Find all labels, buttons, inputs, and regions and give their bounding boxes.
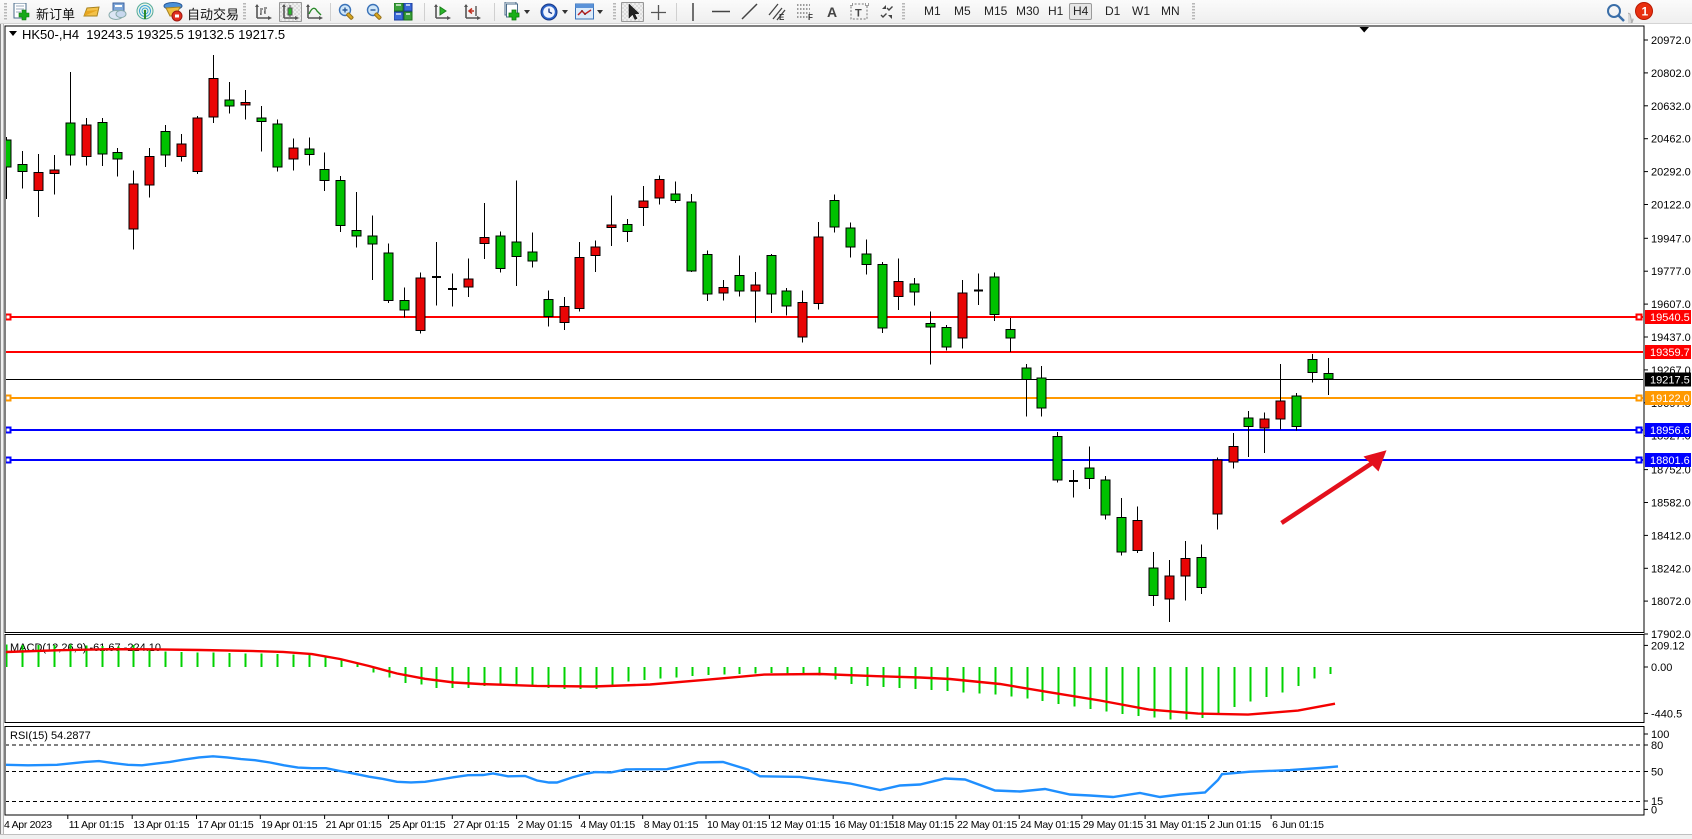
svg-text:11 Apr 01:15: 11 Apr 01:15	[69, 819, 125, 831]
svg-text:2 Jun 01:15: 2 Jun 01:15	[1209, 819, 1261, 831]
svg-text:20462.0: 20462.0	[1651, 134, 1691, 146]
svg-text:E: E	[779, 13, 785, 21]
svg-text:12 May 01:15: 12 May 01:15	[770, 819, 830, 831]
svg-text:18 May 01:15: 18 May 01:15	[894, 819, 954, 831]
svg-text:18752.0: 18752.0	[1651, 465, 1691, 477]
svg-text:19540.5: 19540.5	[1650, 312, 1690, 324]
svg-text:6 Jun 01:15: 6 Jun 01:15	[1272, 819, 1324, 831]
svg-text:21 Apr 01:15: 21 Apr 01:15	[326, 819, 382, 831]
svg-text:22 May 01:15: 22 May 01:15	[957, 819, 1017, 831]
svg-text:19359.7: 19359.7	[1650, 347, 1690, 359]
svg-text:T: T	[855, 8, 862, 20]
svg-text:18412.0: 18412.0	[1651, 530, 1691, 542]
svg-text:27 Apr 01:15: 27 Apr 01:15	[453, 819, 509, 831]
svg-text:19437.0: 19437.0	[1651, 332, 1691, 344]
svg-text:20972.0: 20972.0	[1651, 35, 1691, 47]
svg-text:17 Apr 01:15: 17 Apr 01:15	[198, 819, 254, 831]
svg-text:13 Apr 01:15: 13 Apr 01:15	[133, 819, 189, 831]
svg-text:20122.0: 20122.0	[1651, 200, 1691, 212]
svg-text:19947.0: 19947.0	[1651, 233, 1691, 245]
svg-text:1: 1	[1642, 5, 1649, 19]
svg-text:18582.0: 18582.0	[1651, 498, 1691, 510]
svg-text:15: 15	[1651, 796, 1663, 808]
svg-text:18072.0: 18072.0	[1651, 596, 1691, 608]
svg-text:2 May 01:15: 2 May 01:15	[518, 819, 573, 831]
svg-text:19 Apr 01:15: 19 Apr 01:15	[261, 819, 317, 831]
svg-text:18242.0: 18242.0	[1651, 563, 1691, 575]
svg-text:25 Apr 01:15: 25 Apr 01:15	[389, 819, 445, 831]
svg-text:0: 0	[1651, 804, 1657, 816]
svg-text:20292.0: 20292.0	[1651, 167, 1691, 179]
svg-text:17902.0: 17902.0	[1651, 629, 1691, 641]
svg-text:31 May 01:15: 31 May 01:15	[1146, 819, 1206, 831]
svg-text:4 May 01:15: 4 May 01:15	[580, 819, 635, 831]
svg-text:4 Apr 2023: 4 Apr 2023	[4, 819, 52, 831]
svg-text:-440.5: -440.5	[1651, 708, 1682, 720]
svg-text:29 May 01:15: 29 May 01:15	[1083, 819, 1143, 831]
svg-text:RSI(15) 54.2877: RSI(15) 54.2877	[10, 730, 91, 742]
svg-text:80: 80	[1651, 740, 1663, 752]
svg-text:50: 50	[1651, 767, 1663, 779]
svg-text:F: F	[808, 13, 813, 21]
svg-text:209.12: 209.12	[1651, 640, 1685, 652]
svg-text:24 May 01:15: 24 May 01:15	[1020, 819, 1080, 831]
svg-text:HK50-,H4 19243.5 19325.5 1913: HK50-,H4 19243.5 19325.5 19132.5 19217.5	[22, 27, 285, 42]
svg-text:0.00: 0.00	[1651, 662, 1672, 674]
svg-text:100: 100	[1651, 729, 1669, 741]
svg-text:20802.0: 20802.0	[1651, 68, 1691, 80]
svg-text:16 May 01:15: 16 May 01:15	[834, 819, 894, 831]
svg-text:19122.0: 19122.0	[1650, 393, 1690, 405]
svg-text:20632.0: 20632.0	[1651, 101, 1691, 113]
svg-text:19777.0: 19777.0	[1651, 266, 1691, 278]
svg-text:18956.6: 18956.6	[1650, 425, 1690, 437]
svg-text:19217.5: 19217.5	[1650, 375, 1690, 387]
svg-text:8 May 01:15: 8 May 01:15	[644, 819, 699, 831]
svg-text:19607.0: 19607.0	[1651, 299, 1691, 311]
svg-text:10 May 01:15: 10 May 01:15	[707, 819, 767, 831]
svg-text:18801.6: 18801.6	[1650, 455, 1690, 467]
